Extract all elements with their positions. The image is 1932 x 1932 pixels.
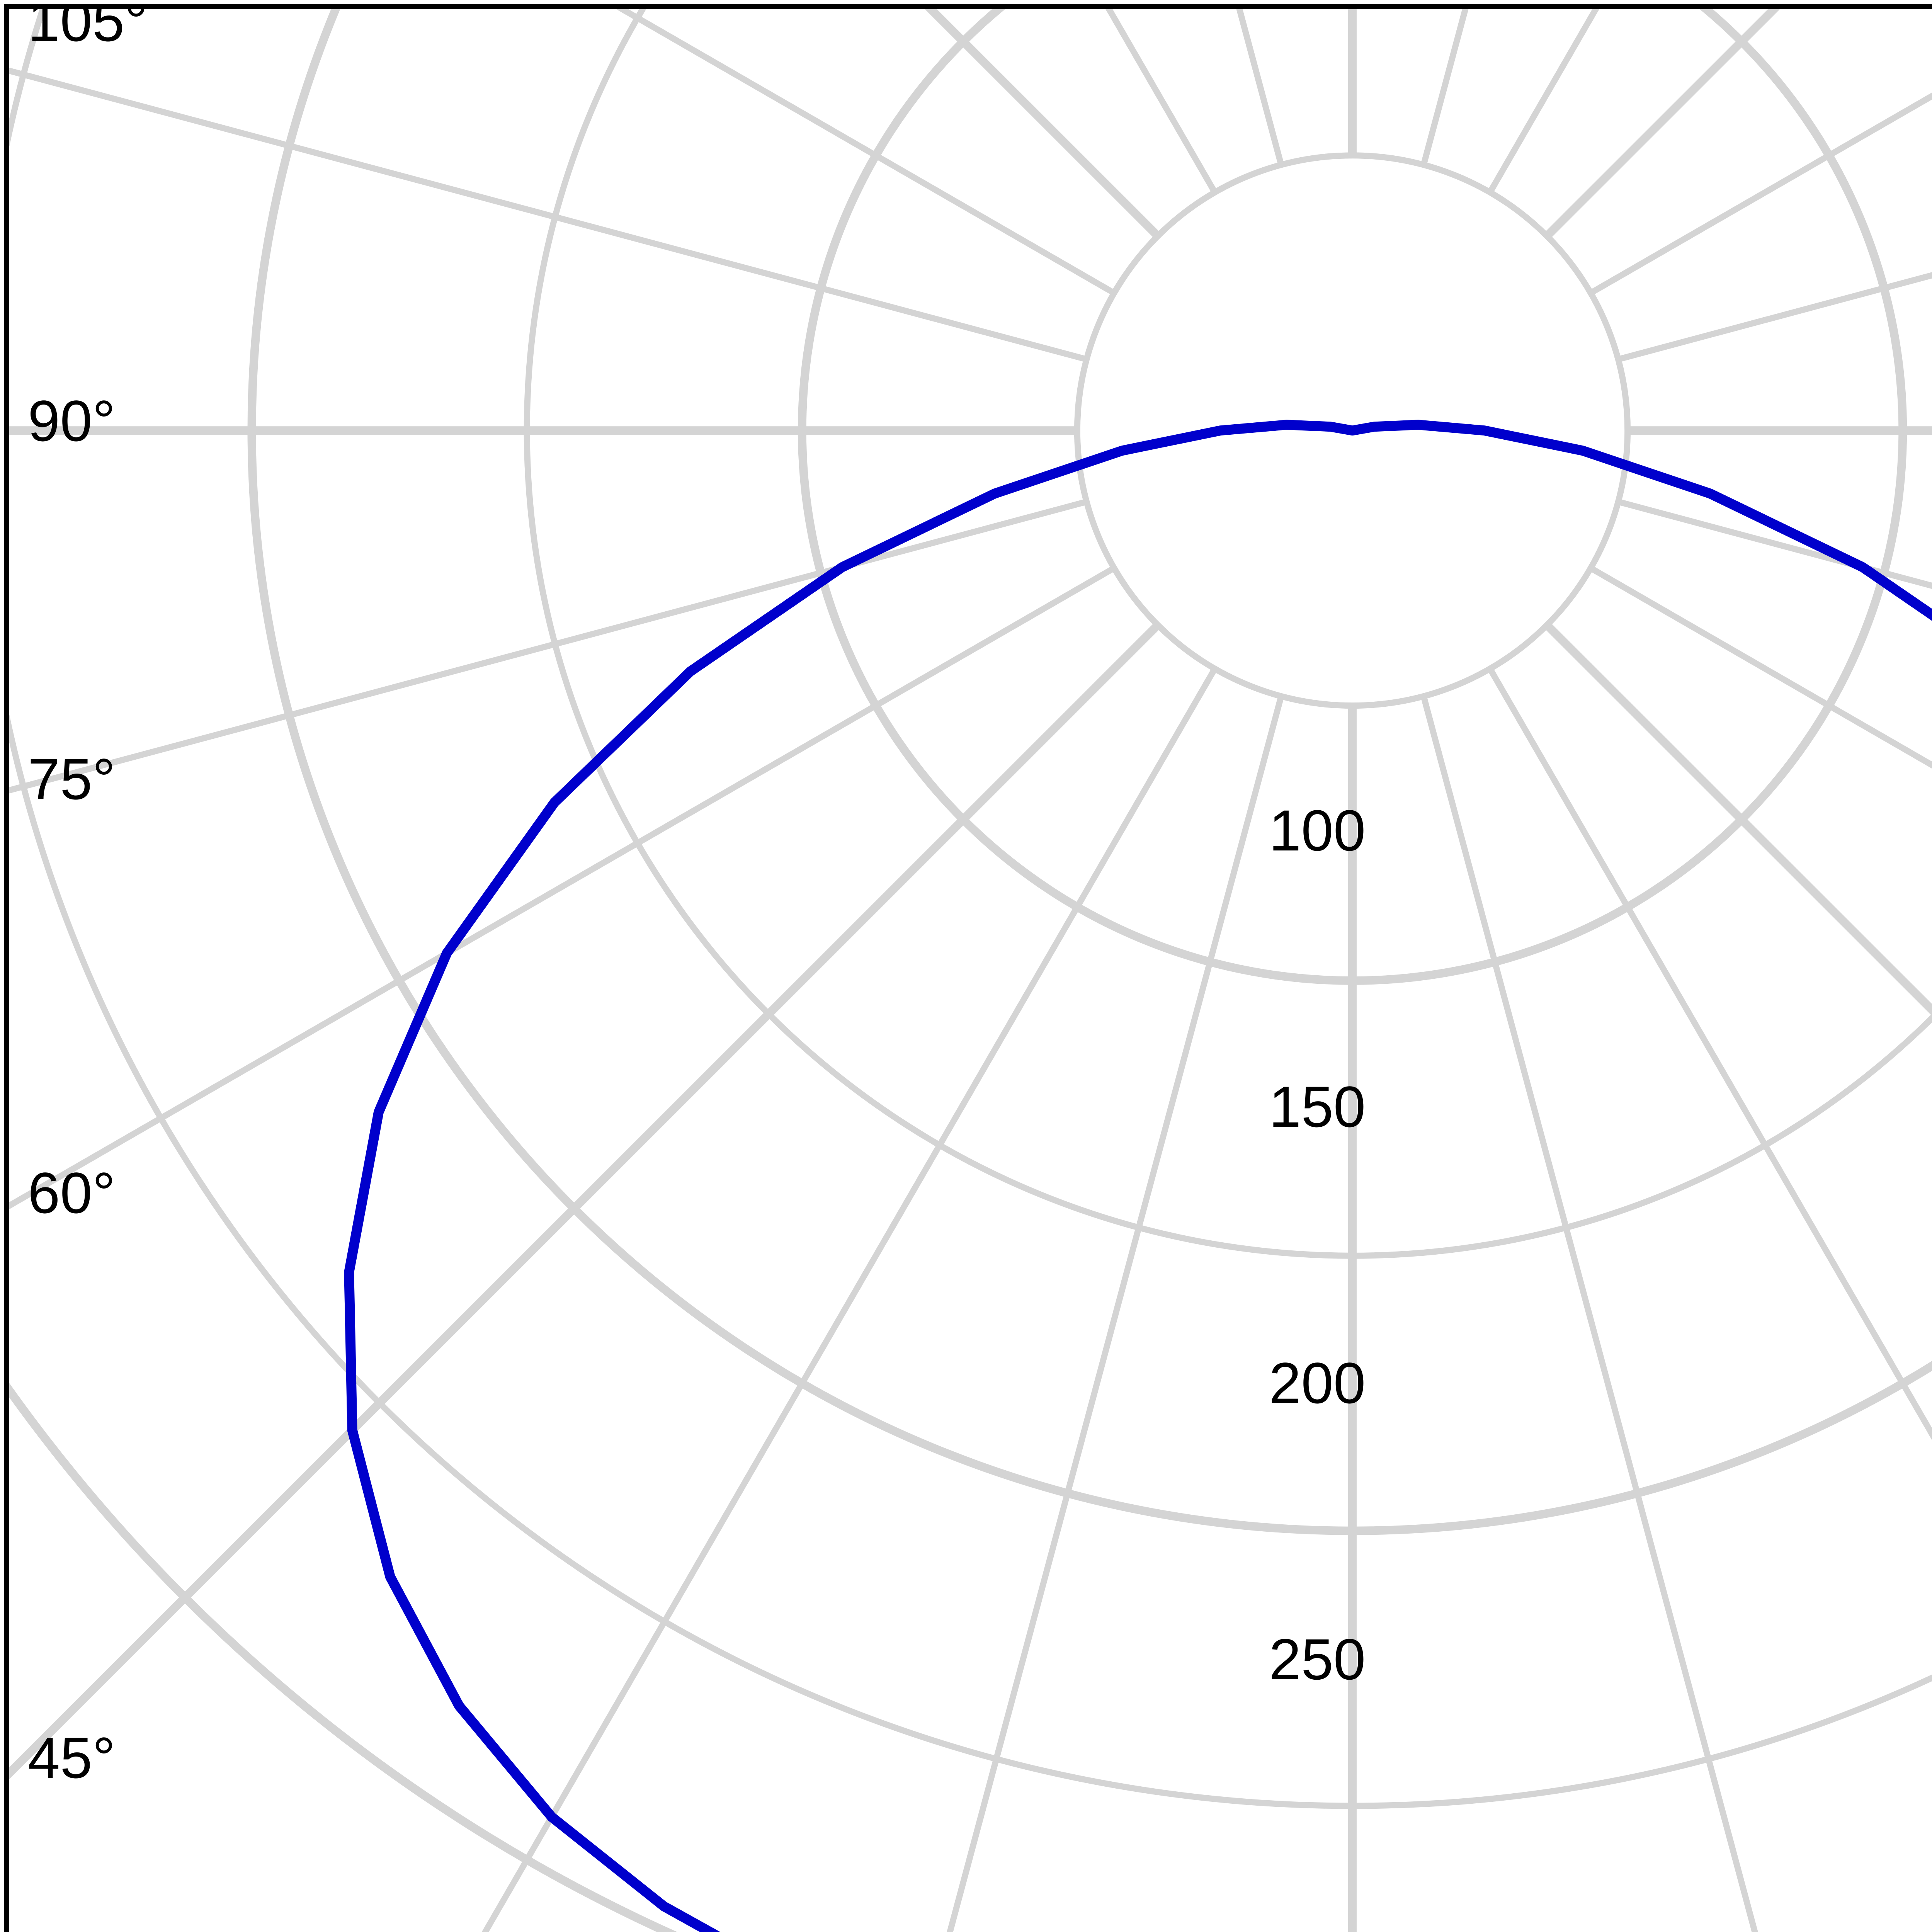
angle-label-left-90: 90° xyxy=(28,388,116,453)
radial-tick-label-200: 200 xyxy=(1269,1350,1366,1415)
radial-grid-rings xyxy=(9,9,1932,1932)
angle-label-left-60: 60° xyxy=(28,1160,116,1225)
radial-tick-label-150: 150 xyxy=(1269,1074,1366,1139)
curve-c90-c270 xyxy=(344,420,1932,1932)
angular-grid-rays xyxy=(9,9,1932,1932)
radial-tick-label-100: 100 xyxy=(1269,798,1366,863)
polar-plot-area: 105°105°90°90°75°75°60°60°45°45°30°30°30… xyxy=(4,4,1932,1932)
angle-label-left-45: 45° xyxy=(28,1725,116,1790)
polar-grid-and-curves xyxy=(9,9,1932,1932)
radial-tick-label-250: 250 xyxy=(1269,1627,1366,1692)
angle-label-left-75: 75° xyxy=(28,747,116,812)
angle-label-left-105: 105° xyxy=(28,4,148,53)
